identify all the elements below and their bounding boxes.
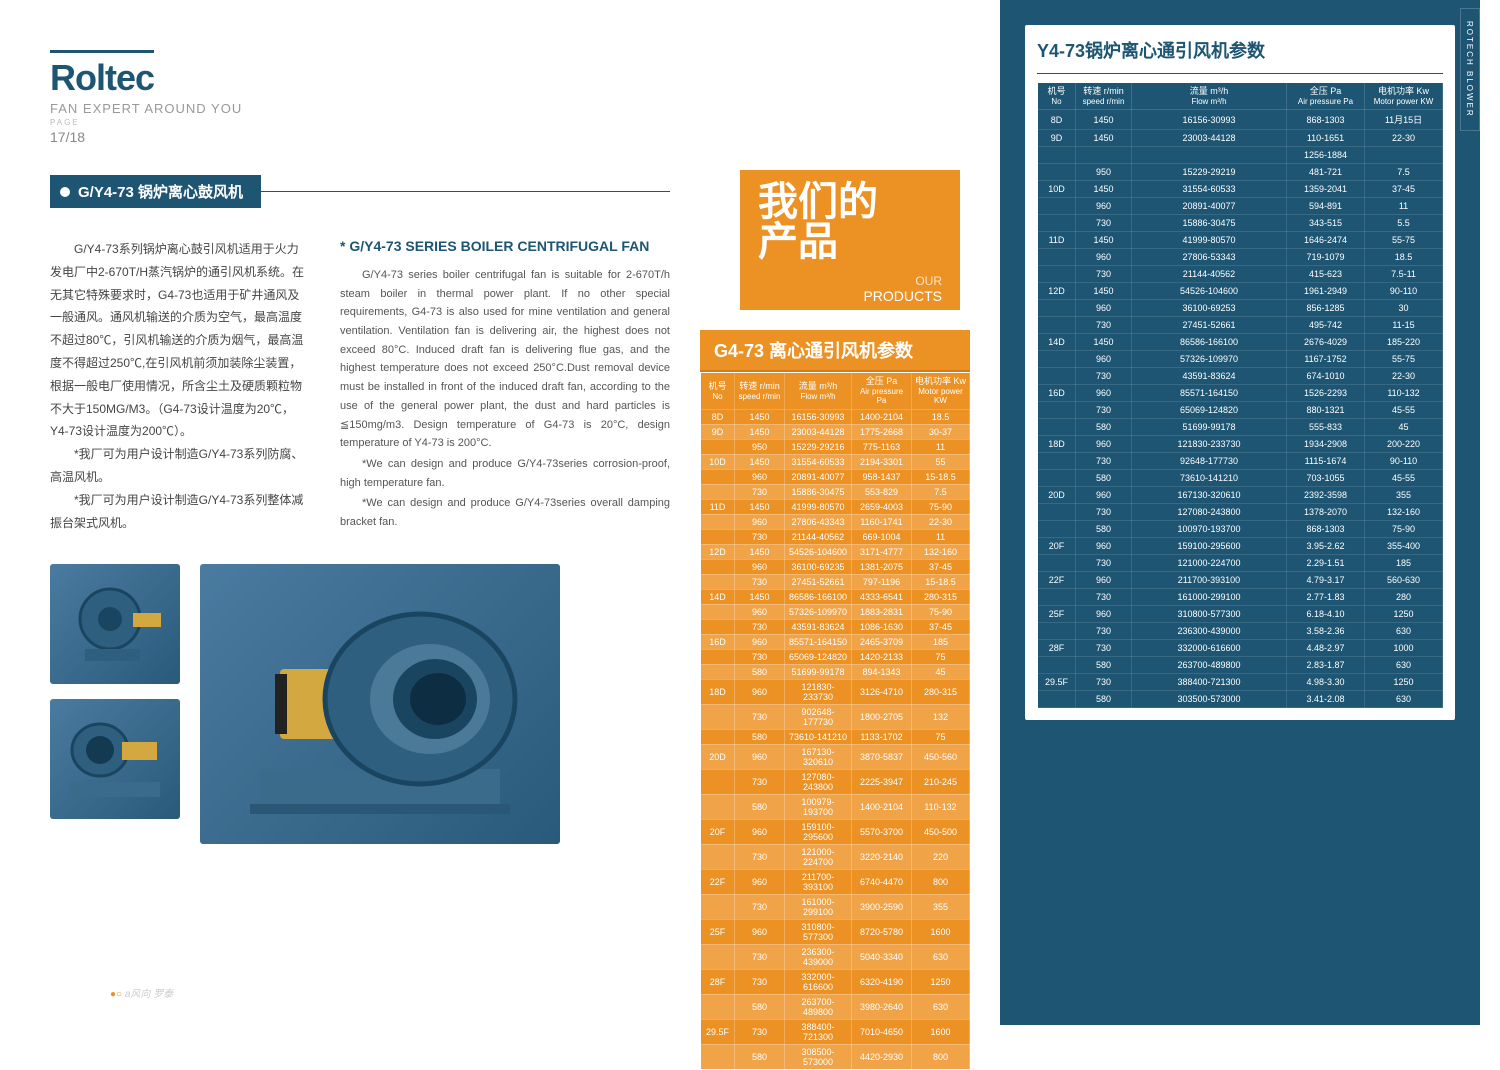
table-row: 12D145054526-1046001961-294990-110 bbox=[1038, 283, 1443, 300]
table-row: 58073610-141210703-105545-55 bbox=[1038, 470, 1443, 487]
table-row: 25F960310800-5773006.18-4.101250 bbox=[1038, 606, 1443, 623]
table-row: 58051699-99178555-83345 bbox=[1038, 419, 1443, 436]
table-row: 580263700-4898003980-2640630 bbox=[701, 994, 970, 1019]
table-row: 10D145031554-605331359-204137-45 bbox=[1038, 181, 1443, 198]
table-row: 9D145023003-441281775-266830-37 bbox=[701, 424, 970, 439]
table-row: 73021144-40562415-6237.5-11 bbox=[1038, 266, 1443, 283]
table-row: 18D960121830-2337303126-4710280-315 bbox=[701, 679, 970, 704]
table-row: 73027451-52661495-74211-15 bbox=[1038, 317, 1443, 334]
table-row: 8D145016156-30993868-130311月15日 bbox=[1038, 110, 1443, 130]
table-row: 22F960211700-3931004.79-3.17560-630 bbox=[1038, 572, 1443, 589]
table-row: 730127080-2438002225-3947210-245 bbox=[701, 769, 970, 794]
table-row: 22F960211700-3931006740-4470800 bbox=[701, 869, 970, 894]
table-row: 73027451-52661797-119615-18.5 bbox=[701, 574, 970, 589]
table-row: 730121000-2247002.29-1.51185 bbox=[1038, 555, 1443, 572]
english-heading: * G/Y4-73 SERIES BOILER CENTRIFUGAL FAN bbox=[340, 238, 670, 254]
brand-logo: Roltec bbox=[50, 50, 154, 99]
page-label: PAGE bbox=[50, 118, 670, 127]
table-row: 20F960159100-2956005570-3700450-500 bbox=[701, 819, 970, 844]
chinese-description: G/Y4-73系列锅炉离心鼓引风机适用于火力发电厂中2-670T/H蒸汽锅炉的通… bbox=[50, 238, 310, 534]
table-row: 58073610-1412101133-170275 bbox=[701, 729, 970, 744]
table-row: 14D145086586-1661004333-6541280-315 bbox=[701, 589, 970, 604]
g4-73-spec-table: 机号No 转速 r/minspeed r/min 流量 m³/hFlow m³/… bbox=[700, 372, 970, 1070]
table-row: 8D145016156-309931400-210418.5 bbox=[701, 409, 970, 424]
table-row: 95015229-29219481-7217.5 bbox=[1038, 164, 1443, 181]
table-row: 730236300-4390003.58-2.36630 bbox=[1038, 623, 1443, 640]
table-row: 580100979-1937001400-2104110-132 bbox=[701, 794, 970, 819]
page-number: 17/18 bbox=[50, 129, 670, 145]
table-row: 16D96085571-1641501526-2293110-132 bbox=[1038, 385, 1443, 402]
logo-block: Roltec FAN EXPERT AROUND YOU PAGE 17/18 bbox=[50, 50, 670, 145]
table-row: 96027806-433431160-174122-30 bbox=[701, 514, 970, 529]
table-row: 730236300-4390005040-3340630 bbox=[701, 944, 970, 969]
table-row: 96027806-53343719-107918.5 bbox=[1038, 249, 1443, 266]
table-row: 14D145086586-1661002676-4029185-220 bbox=[1038, 334, 1443, 351]
section-title: G/Y4-73 锅炉离心鼓风机 bbox=[78, 181, 243, 202]
table-row: 73021144-40562669-100411 bbox=[701, 529, 970, 544]
table-row: 58051699-99178894-134345 bbox=[701, 664, 970, 679]
table-row: 11D145041999-805701646-247455-75 bbox=[1038, 232, 1443, 249]
table-row: 73065069-124820880-132145-55 bbox=[1038, 402, 1443, 419]
y4-73-spec-table: 机号No 转速 r/minspeed r/min 流量 m³/hFlow m³/… bbox=[1037, 82, 1443, 708]
table-row: 96057326-1099701883-283175-90 bbox=[701, 604, 970, 619]
bullet-icon bbox=[60, 187, 70, 197]
products-badge: 我们的 产品 OUR PRODUCTS bbox=[740, 170, 960, 310]
fan-image-small-1 bbox=[50, 564, 180, 684]
table-row: 580308500-5730004420-2930800 bbox=[701, 1044, 970, 1069]
table-row: 96036100-692351381-207537-45 bbox=[701, 559, 970, 574]
table-row: 73043591-83624674-101022-30 bbox=[1038, 368, 1443, 385]
table-row: 730161000-2991003900-2590355 bbox=[701, 894, 970, 919]
table-row: 12D145054526-1046003171-4777132-160 bbox=[701, 544, 970, 559]
table-row: 25F960310800-5773008720-57801600 bbox=[701, 919, 970, 944]
tagline: FAN EXPERT AROUND YOU bbox=[50, 101, 670, 116]
table-row: 96020891-40077594-89111 bbox=[1038, 198, 1443, 215]
table-row: 73015886-30475343-5155.5 bbox=[1038, 215, 1443, 232]
table-row: 16D96085571-1641502465-3709185 bbox=[701, 634, 970, 649]
table-row: 11D145041999-805702659-400375-90 bbox=[701, 499, 970, 514]
table-row: 96020891-40077958-143715-18.5 bbox=[701, 469, 970, 484]
table-row: 29.5F730388400-7213004.98-3.301250 bbox=[1038, 674, 1443, 691]
table-row: 29.5F730388400-7213007010-46501600 bbox=[701, 1019, 970, 1044]
table-row: 73043591-836241086-163037-45 bbox=[701, 619, 970, 634]
table-row: 730121000-2247003220-2140220 bbox=[701, 844, 970, 869]
table-row: 580263700-4898002.83-1.87630 bbox=[1038, 657, 1443, 674]
table-row: 580303500-5730003.41-2.08630 bbox=[1038, 691, 1443, 708]
fan-image-large bbox=[200, 564, 560, 844]
table-row: 580100970-193700868-130375-90 bbox=[1038, 521, 1443, 538]
table-row: 9D145023003-44128110-165122-30 bbox=[1038, 130, 1443, 147]
side-tab: ROTECH BLOWER bbox=[1460, 8, 1480, 131]
table-row: 28F730332000-6166004.48-2.971000 bbox=[1038, 640, 1443, 657]
table-row: 1256-1884 bbox=[1038, 147, 1443, 164]
table-row: 73065069-1248201420-213375 bbox=[701, 649, 970, 664]
table-row: 730127080-2438001378-2070132-160 bbox=[1038, 504, 1443, 521]
footer-mark: ●○ a风向 罗泰 bbox=[110, 985, 173, 1000]
section-title-bar: G/Y4-73 锅炉离心鼓风机 bbox=[50, 175, 670, 208]
table-row: 20D960167130-3206103870-5837450-560 bbox=[701, 744, 970, 769]
table-row: 96036100-69253856-128530 bbox=[1038, 300, 1443, 317]
table-row: 20F960159100-2956003.95-2.62355-400 bbox=[1038, 538, 1443, 555]
table-row: 730902648-1777301800-2705132 bbox=[701, 704, 970, 729]
product-images bbox=[50, 564, 670, 844]
table-row: 20D960167130-3206102392-3598355 bbox=[1038, 487, 1443, 504]
table-row: 10D145031554-605332194-330155 bbox=[701, 454, 970, 469]
orange-table-title: G4-73 离心通引风机参数 bbox=[700, 330, 970, 372]
table-row: 96057326-1099701167-175255-75 bbox=[1038, 351, 1443, 368]
table-row: 73015886-30475553-8297.5 bbox=[701, 484, 970, 499]
english-description: G/Y4-73 series boiler centrifugal fan is… bbox=[340, 266, 670, 532]
fan-image-small-2 bbox=[50, 699, 180, 819]
table-row: 95015229-29216775-116311 bbox=[701, 439, 970, 454]
table-row: 18D960121830-2337301934-2908200-220 bbox=[1038, 436, 1443, 453]
table-row: 28F730332000-6166006320-41901250 bbox=[701, 969, 970, 994]
table-row: 73092648-1777301115-167490-110 bbox=[1038, 453, 1443, 470]
table-row: 730161000-2991002.77-1.83280 bbox=[1038, 589, 1443, 606]
blue-table-title: Y4-73锅炉离心通引风机参数 bbox=[1037, 37, 1443, 63]
